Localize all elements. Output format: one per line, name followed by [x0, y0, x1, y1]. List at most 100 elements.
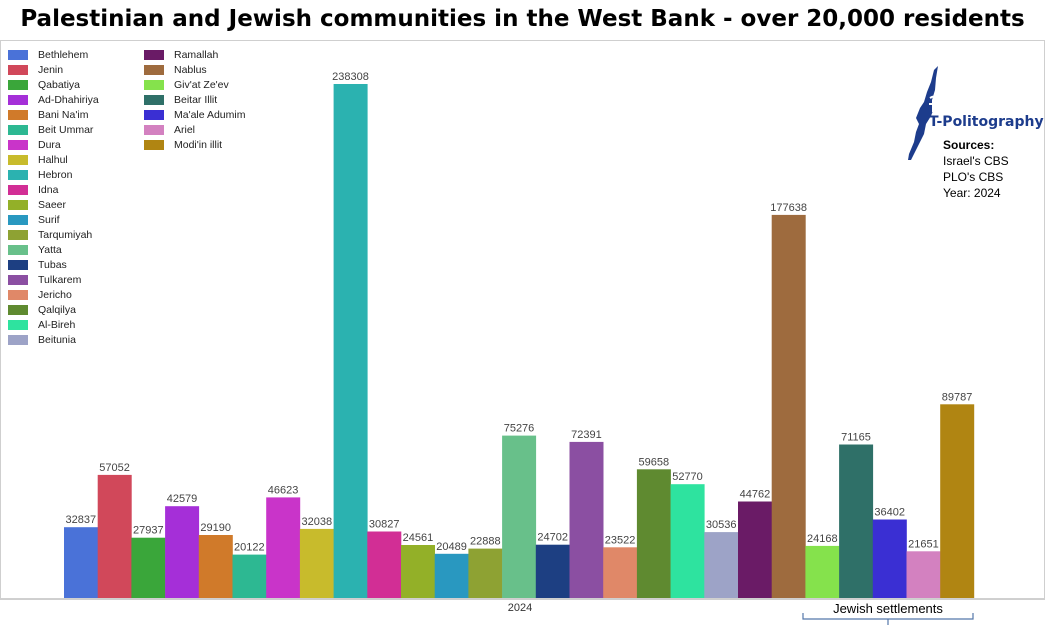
- bar-qalqilya: [636, 469, 671, 598]
- legend-swatch: [8, 80, 28, 90]
- legend-label: Tarqumiyah: [38, 229, 93, 241]
- data-label: 30827: [369, 519, 400, 531]
- legend-label: Modi'in illit: [174, 139, 223, 151]
- bar-yatta: [502, 435, 537, 598]
- legend-swatch: [8, 170, 28, 180]
- bar-saeer: [401, 545, 435, 598]
- data-label: 29190: [200, 522, 231, 534]
- legend-label: Beit Ummar: [38, 124, 94, 136]
- data-label: 42579: [167, 493, 198, 505]
- legend-label: Jericho: [38, 289, 72, 301]
- legend-swatch: [8, 305, 28, 315]
- bar-beitar-illit: [839, 444, 874, 598]
- sources-block: Sources: Israel's CBS PLO's CBS Year: 20…: [943, 137, 1009, 201]
- israel-map-logo-icon: [908, 66, 939, 160]
- bar-al-bireh: [670, 484, 705, 598]
- legend-label: Ad-Dhahiriya: [38, 94, 99, 106]
- data-label: 72391: [571, 429, 602, 441]
- legend-label: Dura: [38, 139, 61, 151]
- bar-halhul: [299, 528, 334, 598]
- source-line: Year: 2024: [943, 186, 1001, 200]
- bar-nablus: [771, 214, 806, 598]
- bar-beitunia: [704, 532, 739, 598]
- data-label: 177638: [770, 202, 807, 214]
- legend-label: Halhul: [38, 154, 68, 166]
- legend-label: Nablus: [174, 64, 207, 76]
- legend-label: Saeer: [38, 199, 67, 211]
- legend-swatch: [8, 50, 28, 60]
- legend-swatch: [144, 50, 164, 60]
- legend-label: Ma'ale Adumim: [174, 109, 246, 121]
- legend-label: Surif: [38, 214, 60, 226]
- legend-swatch: [8, 140, 28, 150]
- chart-title: Palestinian and Jewish communities in th…: [20, 6, 1025, 32]
- legend-swatch: [8, 230, 28, 240]
- data-label: 57052: [99, 462, 130, 474]
- data-label: 44762: [740, 489, 771, 501]
- legend-swatch: [144, 140, 164, 150]
- data-label: 52770: [672, 471, 703, 483]
- legend-swatch: [8, 215, 28, 225]
- legend-label: Hebron: [38, 169, 73, 181]
- legend-swatch: [8, 200, 28, 210]
- legend-label: Giv'at Ze'ev: [174, 79, 229, 91]
- legend-swatch: [144, 110, 164, 120]
- data-label: 20489: [436, 541, 467, 553]
- legend-label: Al-Bireh: [38, 319, 76, 331]
- logo-text: T-Politography: [929, 114, 1044, 130]
- data-label: 23522: [605, 534, 636, 546]
- legend-swatch: [8, 320, 28, 330]
- legend-label: Ramallah: [174, 49, 219, 61]
- settlements-bracket-label: Jewish settlements: [833, 601, 943, 616]
- bar-ma-ale-adumim: [872, 519, 907, 598]
- bar-surif: [434, 553, 469, 598]
- legend-label: Qalqilya: [38, 304, 76, 316]
- bar-bani-na-im: [198, 535, 233, 598]
- legend-label: Yatta: [38, 244, 62, 256]
- bar-beit-ummar: [232, 554, 267, 598]
- legend-swatch: [8, 260, 28, 270]
- legend-label: Beitunia: [38, 334, 76, 346]
- data-label: 75276: [504, 423, 535, 435]
- data-label: 59658: [639, 456, 670, 468]
- data-label: 89787: [942, 391, 973, 403]
- legend-label: Tubas: [38, 259, 67, 271]
- data-label: 20122: [234, 542, 265, 554]
- data-label: 238308: [332, 71, 369, 83]
- bar-giv-at-ze-ev: [805, 545, 840, 598]
- bar-tubas: [535, 544, 570, 598]
- legend-swatch: [8, 335, 28, 345]
- legend-swatch: [144, 80, 164, 90]
- bar-modi-in-illit: [940, 404, 975, 598]
- data-label: 32837: [66, 514, 97, 526]
- bar-idna: [367, 531, 402, 598]
- legend-swatch: [8, 290, 28, 300]
- data-label: 30536: [706, 519, 737, 531]
- legend-label: Bethlehem: [38, 49, 89, 61]
- legend-swatch: [8, 95, 28, 105]
- bar-tulkarem: [569, 441, 604, 598]
- bar-ramallah: [738, 501, 772, 598]
- legend-swatch: [8, 245, 28, 255]
- legend-swatch: [144, 95, 164, 105]
- bar-hebron: [333, 84, 368, 598]
- legend-swatch: [8, 155, 28, 165]
- bar-jenin: [97, 474, 132, 598]
- data-label: 27937: [133, 525, 164, 537]
- legend-swatch: [8, 65, 28, 75]
- legend-label: Beitar Illit: [174, 94, 218, 106]
- bar-qabatiya: [131, 537, 166, 598]
- source-line: PLO's CBS: [943, 170, 1004, 184]
- bar-tarqumiyah: [468, 548, 503, 598]
- bar-ad-dhahiriya: [165, 506, 200, 598]
- x-tick-label: 2024: [508, 602, 532, 614]
- legend-label: Bani Na'im: [38, 109, 89, 121]
- legend-swatch: [8, 275, 28, 285]
- legend-label: Jenin: [38, 64, 64, 76]
- legend-label: Tulkarem: [38, 274, 82, 286]
- data-label: 71165: [841, 432, 871, 444]
- data-label: 24702: [537, 532, 568, 544]
- bar-dura: [266, 497, 301, 598]
